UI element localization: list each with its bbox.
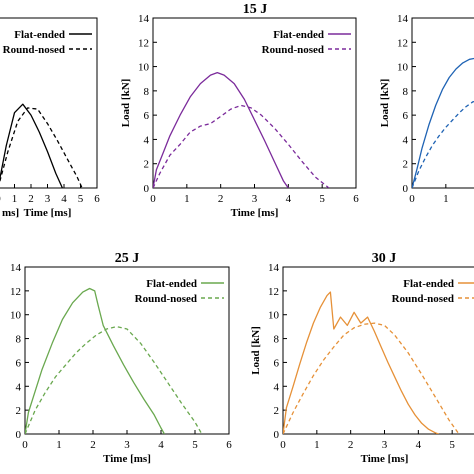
x-tick-label: 2: [90, 439, 96, 451]
y-tick-label: 14: [268, 262, 280, 274]
y-tick-label: 8: [144, 86, 150, 98]
y-tick-label: 0: [274, 429, 280, 441]
y-tick-label: 0: [144, 183, 150, 195]
y-tick-label: 14: [10, 262, 22, 274]
y-tick-label: 6: [274, 357, 280, 369]
x-tick-label: 6: [226, 439, 232, 451]
y-tick-label: 14: [138, 13, 150, 25]
series-line-flat-ended: [25, 287, 165, 434]
panel-title: 15 J: [243, 2, 268, 17]
y-tick-label: 8: [16, 334, 22, 346]
series-line-flat-ended: [153, 71, 289, 188]
y-axis-label: Load [kN]: [120, 79, 132, 128]
y-tick-label: 6: [144, 110, 150, 122]
plot-frame: [24, 266, 230, 435]
x-tick-label: 5: [192, 439, 198, 451]
y-tick-label: 2: [144, 159, 150, 171]
x-tick-label: 1: [184, 193, 190, 205]
x-tick-label: 1: [12, 193, 18, 205]
x-tick-label: 1: [443, 193, 449, 205]
x-tick-label: 5: [78, 193, 84, 205]
y-tick-label: 10: [10, 310, 22, 322]
x-tick-label: 3: [252, 193, 258, 205]
x-tick-label: 6: [353, 193, 359, 205]
legend-label: Round-nosed: [392, 293, 454, 305]
y-tick-label: 2: [16, 405, 22, 417]
x-tick-label: 0: [150, 193, 156, 205]
y-tick-label: 0: [16, 429, 22, 441]
legend-label: Round-nosed: [3, 44, 65, 56]
y-tick-label: 12: [268, 286, 279, 298]
y-tick-label: 2: [274, 405, 280, 417]
legend-label: Flat-ended: [273, 29, 324, 41]
y-tick-label: 0: [403, 183, 409, 195]
y-tick-label: 4: [16, 381, 22, 393]
y-tick-label: 4: [403, 134, 409, 146]
y-tick-label: 4: [144, 134, 150, 146]
series-line-round-nosed: [283, 322, 460, 434]
x-axis-label: Time [ms]: [231, 207, 279, 219]
series-line-s1: [412, 100, 474, 188]
legend-label: Flat-ended: [14, 29, 65, 41]
x-tick-label: 5: [319, 193, 325, 205]
x-tick-label: 5: [449, 439, 455, 451]
x-tick-label: 3: [382, 439, 388, 451]
x-tick-label: 4: [286, 193, 292, 205]
x-tick-label: 4: [61, 193, 67, 205]
legend-label: Round-nosed: [262, 44, 324, 56]
series-line-round-nosed: [0, 107, 83, 188]
y-axis-label: Load [kN]: [379, 79, 391, 128]
series-line-round-nosed: [25, 325, 203, 434]
y-tick-label: 2: [403, 159, 409, 171]
y-axis-label: Load [kN]: [250, 326, 262, 375]
y-tick-label: 4: [274, 381, 280, 393]
x-tick-label: 4: [416, 439, 422, 451]
series-line-flat-ended: [283, 291, 439, 434]
plot-frame: [411, 17, 474, 189]
y-tick-label: 10: [397, 62, 409, 74]
x-tick-label: 0: [280, 439, 286, 451]
x-tick-label: 3: [45, 193, 51, 205]
y-tick-label: 14: [397, 13, 409, 25]
y-tick-label: 10: [268, 310, 280, 322]
x-tick-label: 0: [22, 439, 28, 451]
x-tick-label: 1: [314, 439, 320, 451]
y-tick-label: 10: [138, 62, 150, 74]
x-axis-label: Time [ms]: [24, 207, 72, 219]
panel-title: 25 J: [115, 251, 140, 266]
x-tick-label: 2: [28, 193, 34, 205]
y-tick-label: 6: [403, 110, 409, 122]
x-axis-label-fragment: ms]: [2, 207, 19, 219]
series-line-round-nosed: [153, 104, 330, 188]
x-tick-label: 4: [158, 439, 164, 451]
y-tick-label: 6: [16, 357, 22, 369]
x-tick-label: 6: [94, 193, 100, 205]
legend-label: Flat-ended: [403, 278, 454, 290]
series-line-flat-ended: [0, 103, 63, 188]
x-axis-label: Time [ms]: [103, 453, 151, 465]
y-tick-label: 12: [10, 286, 21, 298]
y-tick-label: 8: [274, 334, 280, 346]
x-axis-label: Time [ms]: [361, 453, 409, 465]
x-tick-label: 0: [409, 193, 415, 205]
legend-label: Flat-ended: [146, 278, 197, 290]
y-tick-label: 12: [397, 37, 408, 49]
y-tick-label: 12: [138, 37, 149, 49]
x-tick-label: 2: [348, 439, 354, 451]
x-tick-label: 2: [218, 193, 224, 205]
y-tick-label: 8: [403, 86, 409, 98]
x-tick-label: 3: [124, 439, 130, 451]
panel-title: 30 J: [372, 251, 397, 266]
series-line-s0: [412, 57, 474, 188]
plot-frame: [152, 17, 357, 189]
legend-label: Round-nosed: [135, 293, 197, 305]
x-tick-label: 1: [56, 439, 62, 451]
x-tick-label: 0: [0, 193, 1, 205]
